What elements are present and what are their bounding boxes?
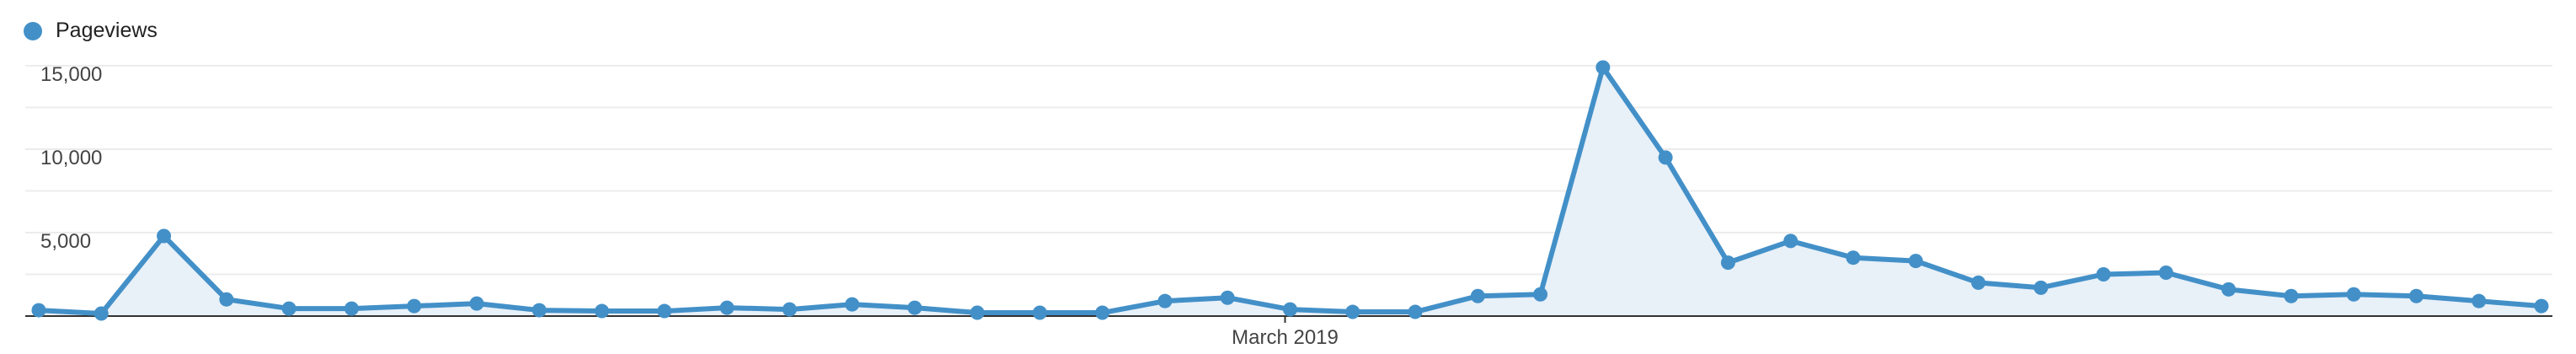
data-point xyxy=(657,304,671,319)
data-point xyxy=(1971,276,1985,290)
data-point xyxy=(2097,267,2111,282)
data-point xyxy=(1157,294,1172,308)
data-point xyxy=(1345,305,1360,319)
y-tick-label: 15,000 xyxy=(40,63,102,86)
data-point xyxy=(1283,303,1297,317)
data-point xyxy=(2409,289,2424,303)
data-point xyxy=(1408,305,1423,319)
data-point xyxy=(157,228,171,243)
data-point xyxy=(1595,60,1610,74)
data-point xyxy=(1033,306,1047,320)
data-point xyxy=(2034,281,2048,295)
data-point xyxy=(845,298,859,312)
data-point xyxy=(2347,287,2361,302)
y-tick-label: 5,000 xyxy=(40,230,91,253)
data-point xyxy=(783,303,797,317)
data-point xyxy=(2221,282,2236,297)
data-point xyxy=(2284,289,2298,303)
data-point xyxy=(1783,233,1798,248)
data-point xyxy=(1909,254,1923,268)
data-point xyxy=(32,303,46,318)
data-point xyxy=(282,302,297,316)
data-point xyxy=(970,306,985,320)
data-point xyxy=(907,301,922,315)
y-tick-label: 10,000 xyxy=(40,147,102,169)
data-point xyxy=(1659,150,1673,164)
data-point xyxy=(720,301,735,315)
data-point xyxy=(2159,266,2173,280)
data-point xyxy=(2472,294,2486,308)
data-point xyxy=(2535,299,2549,314)
x-tick-label: March 2019 xyxy=(1232,326,1339,349)
data-point xyxy=(1095,306,1109,320)
data-point xyxy=(219,292,233,307)
data-point xyxy=(595,304,609,319)
data-point xyxy=(1471,289,1485,303)
data-point xyxy=(345,302,359,316)
data-point xyxy=(407,299,421,314)
data-point xyxy=(1221,291,1235,305)
data-point xyxy=(1846,250,1860,265)
data-point xyxy=(94,307,109,321)
data-point xyxy=(1533,287,1547,302)
data-point xyxy=(1721,255,1735,270)
data-point xyxy=(469,297,484,311)
data-point xyxy=(532,303,547,318)
